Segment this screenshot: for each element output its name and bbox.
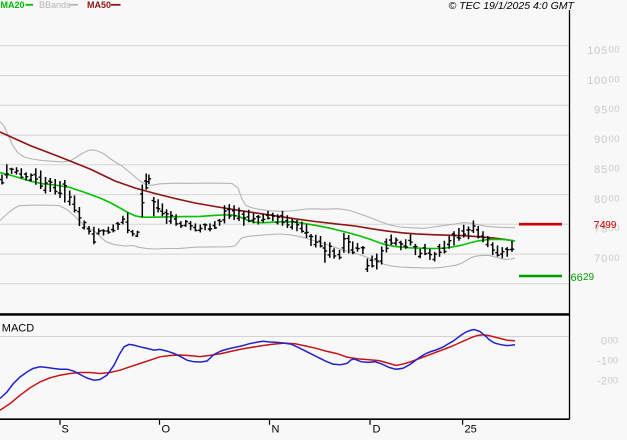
svg-text:S: S — [62, 424, 69, 436]
svg-text:MA20: MA20 — [1, 0, 25, 10]
svg-text:O: O — [162, 424, 171, 436]
svg-text:00: 00 — [609, 223, 621, 234]
svg-text:00: 00 — [609, 104, 621, 115]
svg-text:00: 00 — [608, 355, 619, 366]
svg-text:-1: -1 — [597, 356, 607, 368]
svg-text:0: 0 — [601, 336, 607, 348]
svg-text:70: 70 — [594, 253, 608, 265]
svg-text:105: 105 — [587, 45, 608, 57]
svg-text:29: 29 — [583, 272, 595, 283]
svg-text:D: D — [373, 424, 381, 436]
svg-text:00: 00 — [609, 134, 621, 145]
svg-text:N: N — [272, 424, 280, 436]
svg-text:74: 74 — [594, 220, 606, 232]
svg-text:00: 00 — [609, 164, 621, 175]
svg-text:95: 95 — [594, 105, 608, 117]
svg-text:MA50: MA50 — [87, 0, 111, 10]
svg-text:00: 00 — [608, 375, 619, 386]
svg-text:MACD: MACD — [2, 323, 34, 335]
svg-text:75: 75 — [594, 224, 608, 236]
svg-text:00: 00 — [608, 335, 619, 346]
svg-text:BBands: BBands — [39, 0, 71, 10]
svg-text:-2: -2 — [597, 376, 607, 388]
svg-text:90: 90 — [594, 134, 608, 146]
svg-text:00: 00 — [609, 193, 621, 204]
svg-text:85: 85 — [594, 164, 608, 176]
svg-text:25: 25 — [465, 424, 477, 436]
svg-text:00: 00 — [609, 75, 621, 86]
svg-text:66: 66 — [571, 272, 583, 284]
svg-text:00: 00 — [609, 253, 621, 264]
svg-text:© TEC 19/1/2025 4:0 GMT: © TEC 19/1/2025 4:0 GMT — [449, 1, 575, 12]
svg-text:80: 80 — [594, 194, 608, 206]
svg-text:100: 100 — [587, 75, 608, 87]
svg-text:00: 00 — [609, 45, 621, 56]
svg-text:99: 99 — [605, 220, 617, 231]
